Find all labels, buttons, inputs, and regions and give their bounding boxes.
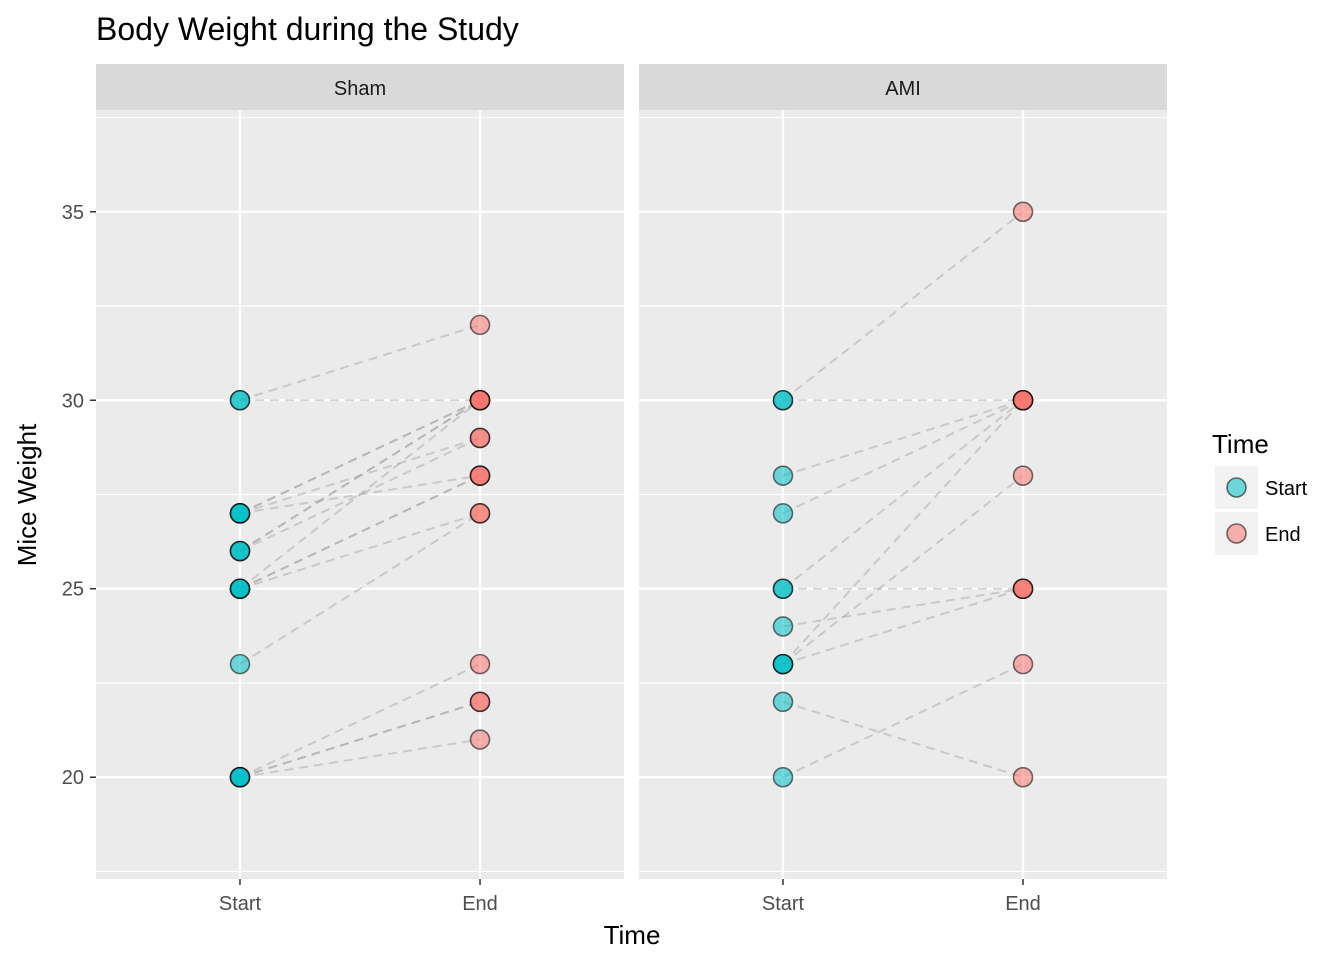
data-point-end [469, 503, 491, 524]
facet-strip [96, 64, 624, 110]
data-point-start [772, 653, 794, 675]
data-point-start [772, 616, 794, 637]
data-point-end [469, 653, 491, 675]
data-point-start [229, 540, 251, 562]
legend-key-symbol [1226, 477, 1247, 498]
data-point-start [772, 578, 794, 600]
data-point-start [229, 653, 251, 675]
panel-ami: AMI Start End [639, 64, 1167, 915]
legend-label: Start [1265, 478, 1308, 500]
pair-line [782, 587, 1024, 666]
data-point-end [469, 691, 491, 713]
pair-line [239, 474, 481, 515]
facet-strip [639, 64, 1167, 110]
data-point-start [772, 691, 794, 713]
data-point-start [229, 766, 251, 788]
data-point-end [469, 389, 491, 411]
pair-line [239, 399, 481, 552]
x-axis-title: Time [604, 920, 661, 950]
y-tick-label: 30 [62, 390, 84, 412]
data-point-end [1012, 766, 1034, 788]
data-point-end [469, 729, 491, 750]
data-point-end [1012, 653, 1034, 675]
facet-strip-label: AMI [885, 78, 921, 100]
x-tick-label: End [1005, 893, 1041, 915]
data-point-start [772, 766, 794, 788]
pair-line [239, 512, 481, 665]
pair-line [782, 210, 1024, 402]
legend-key-start: Start [1215, 466, 1308, 509]
pair-line [782, 700, 1024, 779]
y-axis: 20 25 30 35 [62, 202, 96, 789]
pair-line [782, 587, 1024, 628]
pair-line [239, 700, 481, 779]
pair-line [782, 399, 1024, 477]
legend-key-symbol [1226, 523, 1247, 544]
data-point-end [469, 465, 491, 486]
x-tick-label: End [462, 893, 498, 915]
pair-line [239, 512, 481, 590]
legend-keys: Start End [1215, 466, 1308, 555]
x-tick-label: Start [762, 893, 805, 915]
data-point-start [229, 389, 251, 411]
data-point-start [772, 503, 794, 524]
pair-line [782, 399, 1024, 590]
pair-line [239, 738, 481, 779]
y-tick-label: 35 [62, 202, 84, 224]
pair-line [239, 700, 481, 779]
y-tick-label: 20 [62, 767, 84, 789]
pair-line [239, 399, 481, 552]
facet-strip-label: Sham [334, 78, 386, 100]
chart-title: Body Weight during the Study [96, 11, 519, 47]
data-point-end [1012, 389, 1034, 411]
legend-title: Time [1212, 429, 1269, 459]
pair-line [782, 474, 1024, 665]
data-point-start [772, 389, 794, 411]
data-point-end [469, 314, 491, 336]
facet-panels: Sham Start End AMI Start End [96, 64, 1167, 915]
data-point-start [772, 465, 794, 486]
pair-line [239, 323, 481, 402]
pair-line [239, 437, 481, 515]
data-point-start [229, 503, 251, 524]
pair-line [239, 399, 481, 590]
data-point-end [1012, 201, 1034, 223]
y-tick-label: 25 [62, 579, 84, 601]
panel-sham: Sham Start End [96, 64, 624, 915]
legend: Time Start End [1212, 429, 1308, 555]
data-point-end [1012, 578, 1034, 600]
data-point-end [469, 427, 491, 449]
data-point-end [1012, 465, 1034, 486]
x-tick-label: Start [219, 893, 262, 915]
legend-key-end: End [1215, 512, 1301, 555]
data-point-start [229, 578, 251, 600]
legend-label: End [1265, 524, 1301, 546]
y-axis-title: Mice Weight [12, 423, 42, 566]
